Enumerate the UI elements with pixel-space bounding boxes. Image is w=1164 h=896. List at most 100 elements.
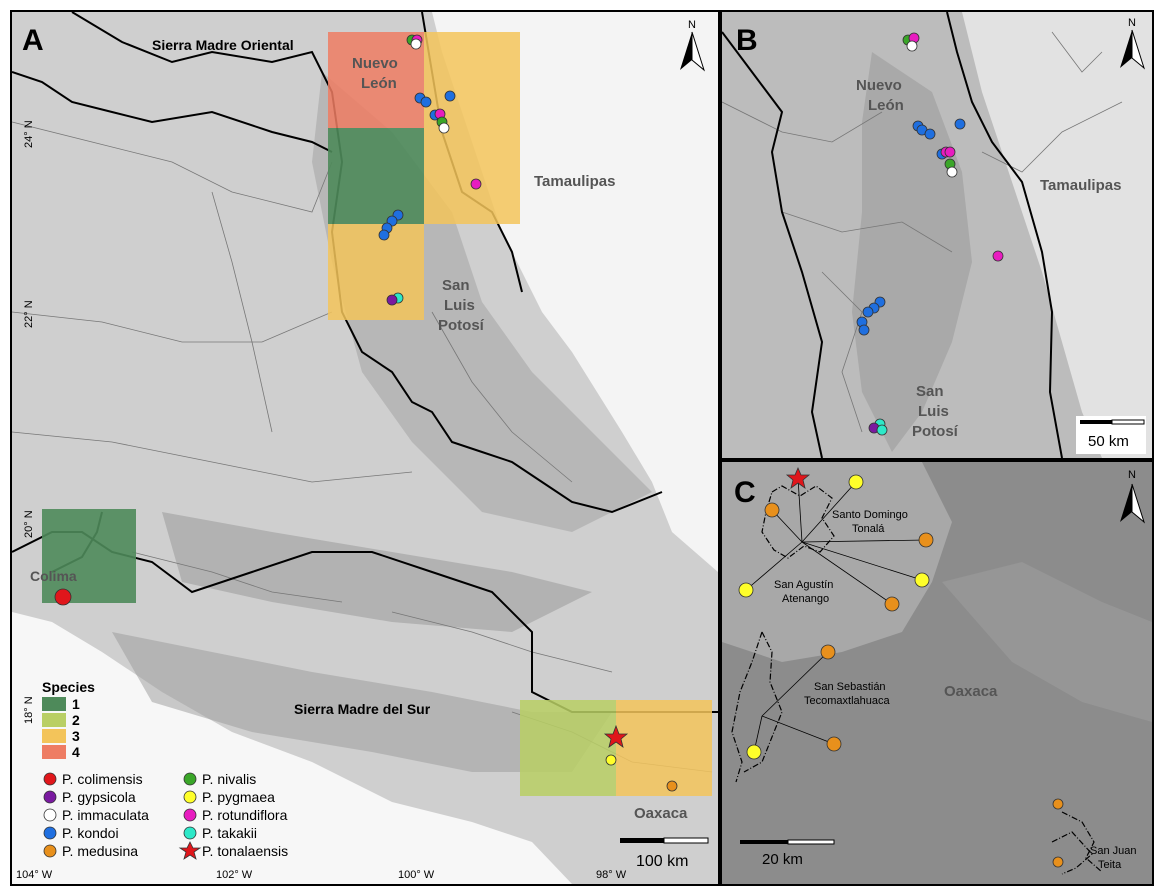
scale-bar-a-black xyxy=(620,838,664,843)
point-immaculata xyxy=(438,122,450,134)
point-medusina xyxy=(918,532,934,548)
region-label-san: San xyxy=(916,383,944,400)
north-arrow-c-right xyxy=(1131,483,1145,524)
region-label-nuevo: Nuevo xyxy=(856,77,902,94)
point-rotundiflora xyxy=(992,250,1004,262)
region-label-leon: León xyxy=(868,97,904,114)
richness-grid xyxy=(42,32,712,796)
point-immaculata xyxy=(410,38,422,50)
grid-cell-richness-3 xyxy=(424,128,520,224)
town-tecomaxtlahuaca: Tecomaxtlahuaca xyxy=(804,695,890,707)
legend-species-tonalaensis: P. tonalaensis xyxy=(202,843,288,859)
point-tonalaensis xyxy=(603,724,629,748)
legend-swatch-3 xyxy=(42,729,66,743)
legend-marker-tonalaensis xyxy=(178,841,202,860)
legend-species-medusina: P. medusina xyxy=(62,843,138,859)
legend-level-1: 1 xyxy=(72,696,80,712)
panel-b-svg: B Nuevo León Tamaulipas San Luis Potosí … xyxy=(722,12,1152,458)
point-pygmaea xyxy=(746,744,762,760)
town-san-agustin: San Agustín xyxy=(774,579,833,591)
legend-species-takakii: P. takakii xyxy=(202,825,257,841)
region-label-potosi: Potosí xyxy=(438,317,485,334)
grid-cell-richness-3 xyxy=(328,224,424,320)
region-label-nuevo: Nuevo xyxy=(352,55,398,72)
region-label-san: San xyxy=(442,277,470,294)
north-arrow-b-right xyxy=(1131,29,1145,70)
longitude-ticks: 104° W 102° W 100° W 98° W xyxy=(16,869,627,881)
sierra-madre-del-sur-relief xyxy=(112,632,612,772)
town-atenango: Atenango xyxy=(782,593,829,605)
north-arrow-right xyxy=(691,31,705,72)
point-takakii xyxy=(876,424,888,436)
north-arrow-label: N xyxy=(688,19,696,31)
point-pygmaea xyxy=(738,582,754,598)
point-medusina xyxy=(826,736,842,752)
lon-tick-102: 102° W xyxy=(216,869,253,881)
region-label-colima: Colima xyxy=(30,568,77,584)
legend-species-immaculata: P. immaculata xyxy=(62,807,149,823)
point-rotundiflora xyxy=(470,178,482,190)
point-immaculata xyxy=(946,166,958,178)
scale-bar-c: 20 km xyxy=(740,839,835,868)
town-santo-domingo: Santo Domingo xyxy=(832,509,908,521)
legend-level-3: 3 xyxy=(72,728,80,744)
legend-marker-gypsicola xyxy=(43,790,57,804)
point-kondoi xyxy=(862,306,874,318)
legend-marker-colimensis xyxy=(43,772,57,786)
scale-bar-a: 100 km xyxy=(620,837,709,870)
panel-c-occurrence-points xyxy=(738,466,1064,868)
scale-bar-a-label: 100 km xyxy=(636,853,688,870)
region-label-leon: León xyxy=(361,75,397,92)
range-label-sierra-madre-oriental: Sierra Madre Oriental xyxy=(152,37,294,53)
legend-marker-nivalis xyxy=(183,772,197,786)
region-label-oaxaca: Oaxaca xyxy=(634,805,688,822)
legend-level-4: 4 xyxy=(72,744,80,760)
town-san-sebastian: San Sebastián xyxy=(814,681,886,693)
region-label-luis: Luis xyxy=(918,403,949,420)
region-label-tamaulipas: Tamaulipas xyxy=(534,173,615,190)
connector-lines xyxy=(745,477,927,753)
grid-cell-richness-3 xyxy=(616,700,712,796)
legend-species-rotundiflora: P. rotundiflora xyxy=(202,807,288,823)
legend-marker-pygmaea xyxy=(183,790,197,804)
latitude-ticks: 24° N 22° N 20° N 18° N xyxy=(23,120,35,724)
point-colimensis xyxy=(54,588,72,606)
legend-level-2: 2 xyxy=(72,712,80,728)
panel-a-label: A xyxy=(22,24,44,57)
panel-b-state-borders xyxy=(722,31,1123,433)
legend-marker-rotundiflora xyxy=(183,808,197,822)
range-label-sierra-madre-del-sur: Sierra Madre del Sur xyxy=(294,701,431,717)
grid-cell-richness-1 xyxy=(42,509,136,603)
trans-volcanic-relief xyxy=(162,512,592,632)
panel-c-valley xyxy=(722,462,952,662)
panel-b-province-borders xyxy=(722,12,1063,458)
panel-b-map: B Nuevo León Tamaulipas San Luis Potosí … xyxy=(720,10,1154,460)
legend-marker-immaculata xyxy=(43,808,57,822)
lon-tick-104: 104° W xyxy=(16,869,53,881)
region-label-potosi: Potosí xyxy=(912,423,959,440)
scale-bar-b-white xyxy=(1111,419,1145,425)
grid-cell-richness-4 xyxy=(328,32,424,128)
north-arrow-b-label: N xyxy=(1128,17,1136,29)
legend-species-pygmaea: P. pygmaea xyxy=(202,789,275,805)
region-label-tamaulipas: Tamaulipas xyxy=(1040,177,1121,194)
panel-b-label: B xyxy=(736,24,758,57)
grid-cell-richness-2 xyxy=(520,700,616,796)
point-medusina xyxy=(1052,798,1064,810)
panel-a-svg: A Sierra Madre Oriental Sierra Madre del… xyxy=(12,12,718,884)
panel-c-relief xyxy=(942,562,1152,722)
grid-cell-richness-1 xyxy=(328,128,424,224)
point-medusina xyxy=(764,502,780,518)
point-pygmaea xyxy=(848,474,864,490)
municipal-boundaries xyxy=(731,485,1103,875)
scale-bar-c-black xyxy=(740,840,788,844)
legend-swatch-2 xyxy=(42,713,66,727)
legend-swatch-4 xyxy=(42,745,66,759)
legend-marker-kondoi xyxy=(43,826,57,840)
lat-tick-24: 24° N xyxy=(23,120,35,148)
occurrence-points xyxy=(54,34,678,792)
point-kondoi xyxy=(378,229,390,241)
north-arrow-b: N xyxy=(1120,17,1145,70)
lat-tick-18: 18° N xyxy=(23,696,35,724)
scale-bar-c-label: 20 km xyxy=(762,851,803,868)
